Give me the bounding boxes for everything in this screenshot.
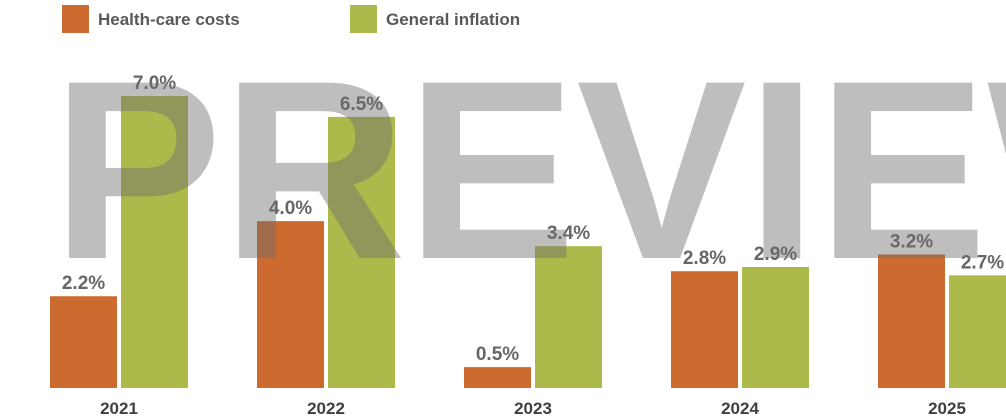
bar <box>671 271 738 388</box>
watermark: PREVIEW <box>52 28 1006 313</box>
bar <box>949 275 1006 388</box>
bar <box>50 296 117 388</box>
bar <box>742 267 809 388</box>
data-label: 0.5% <box>476 344 519 365</box>
data-label: 2.8% <box>683 248 726 269</box>
x-tick-label: 2025 <box>928 399 966 417</box>
data-label: 3.4% <box>547 223 590 244</box>
legend-swatch <box>62 5 89 33</box>
data-label: 2.9% <box>754 244 797 265</box>
bar <box>535 246 602 388</box>
data-label: 2.7% <box>961 252 1004 273</box>
bar <box>121 96 188 388</box>
bar <box>257 221 324 388</box>
data-label: 4.0% <box>269 198 312 219</box>
x-tick-label: 2022 <box>307 399 345 417</box>
legend-label: Health-care costs <box>98 10 240 29</box>
legend-label: General inflation <box>386 10 520 29</box>
bar <box>464 367 531 388</box>
bar <box>878 254 945 388</box>
data-label: 3.2% <box>890 232 933 253</box>
data-label: 6.5% <box>340 94 383 115</box>
bar <box>328 116 395 388</box>
x-tick-label: 2024 <box>721 399 759 417</box>
x-tick-label: 2023 <box>514 399 552 417</box>
x-tick-label: 2021 <box>100 399 138 417</box>
data-label: 7.0% <box>133 73 176 94</box>
data-label: 2.2% <box>62 273 105 294</box>
legend-swatch <box>350 5 377 33</box>
